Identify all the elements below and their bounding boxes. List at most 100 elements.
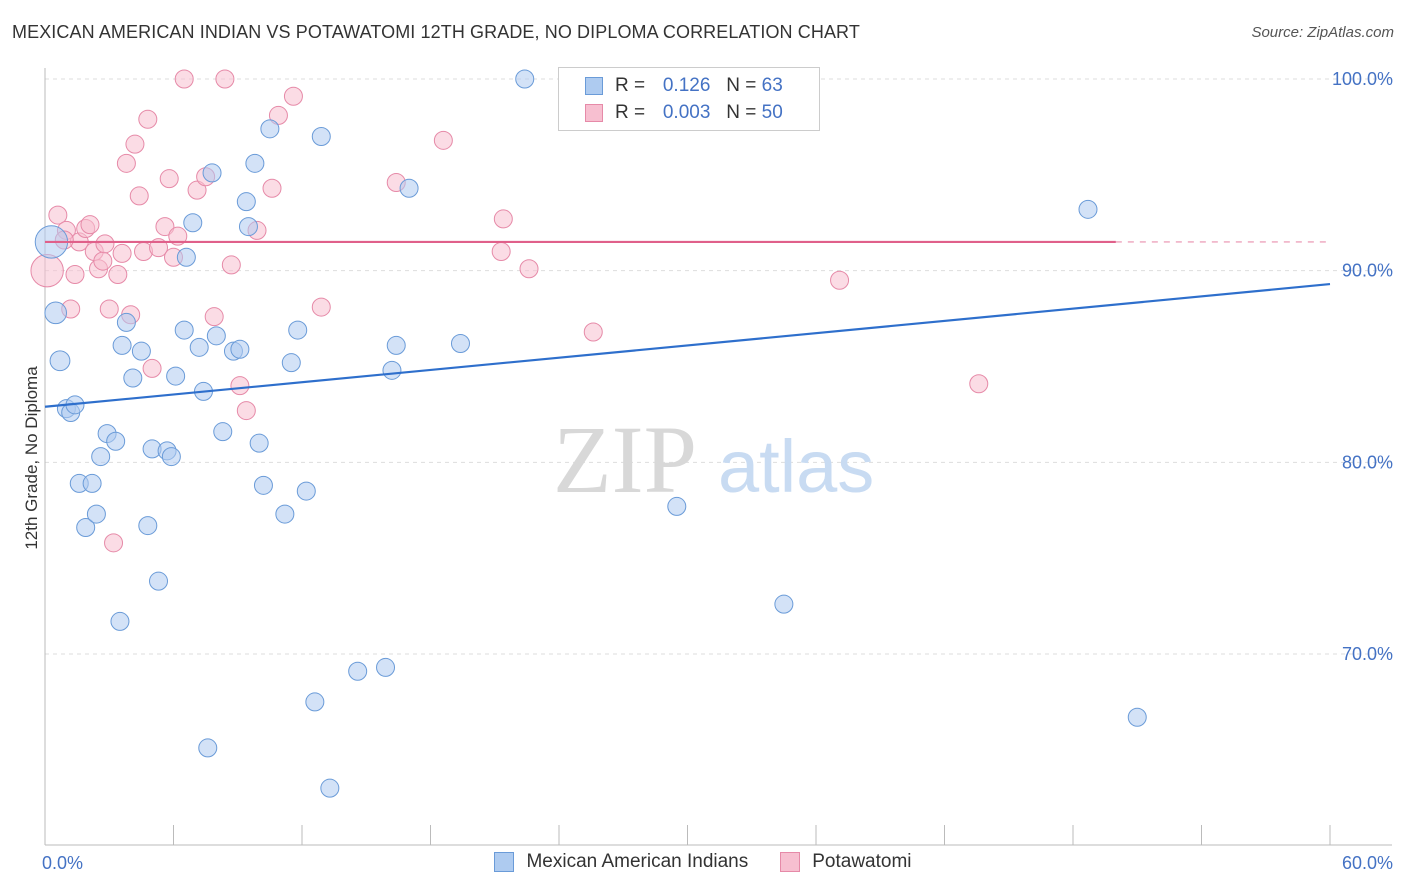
mexican-american-indians-point [249, 433, 269, 453]
mexican-american-indians-point [515, 69, 535, 89]
potawatomi-point [262, 178, 282, 198]
x-tick-label: 60.0% [1342, 853, 1393, 873]
potawatomi-point [108, 265, 128, 284]
tick-labels: 70.0% 80.0% 90.0% 100.0% 0.0% 60.0% [42, 69, 1393, 873]
legend-n-value: 50 [761, 102, 783, 123]
potawatomi-point [283, 86, 303, 106]
potawatomi-point [99, 299, 119, 319]
legend-n-value: 63 [761, 75, 783, 96]
mexican-american-indians-point [450, 334, 470, 353]
trend-lines [44, 240, 1331, 408]
legend-r-label: R = [615, 75, 646, 96]
mexican-american-indians-point [281, 353, 301, 373]
legend-n-label: N = [726, 102, 757, 123]
watermark-atlas: atlas [718, 425, 874, 508]
series-legend: Mexican American Indians Potawatomi [0, 851, 1406, 873]
potawatomi-point [159, 169, 179, 189]
trend-line-mexican-american-indians [44, 282, 1331, 408]
mexican-american-indians-point [230, 339, 250, 359]
potawatomi-point [969, 374, 989, 394]
mexican-american-indians-point [116, 312, 136, 332]
mexican-american-indians-point [236, 192, 256, 212]
grid-lines [45, 78, 1392, 655]
legend-label: Mexican American Indians [526, 851, 749, 872]
mexican-american-indians-point [123, 368, 143, 388]
mexican-american-indians-point [288, 320, 308, 340]
legend-row-pink: R = 0.003 N = 50 [559, 100, 783, 126]
potawatomi-point [155, 217, 175, 237]
watermark: ZIP atlas [553, 406, 874, 513]
potawatomi-point [30, 253, 64, 288]
mexican-american-indians-point [166, 366, 186, 386]
potawatomi-point [433, 130, 453, 150]
watermark-zip: ZIP [553, 406, 697, 513]
mexican-american-indians-point [305, 692, 325, 712]
legend-row-blue: R = 0.126 N = 63 [559, 73, 783, 99]
x-tick-label: 0.0% [42, 853, 83, 873]
y-tick-label: 100.0% [1332, 69, 1393, 89]
potawatomi-point [116, 153, 136, 173]
potawatomi-point [168, 226, 188, 246]
mexican-american-indians-point [311, 127, 331, 146]
potawatomi-point [174, 69, 194, 89]
mexican-american-indians-point [253, 475, 273, 495]
y-axis-label: 12th Grade, No Diploma [22, 366, 41, 550]
potawatomi-point [519, 259, 539, 279]
mexican-american-indians-point [44, 301, 68, 325]
legend-swatch-blue [494, 852, 515, 872]
legend-r-value: 0.003 [662, 102, 711, 123]
potawatomi-point [187, 180, 207, 200]
potawatomi-point [221, 255, 241, 275]
mexican-american-indians-point [198, 738, 218, 758]
mexican-american-indians-point [112, 335, 132, 355]
potawatomi-point [80, 215, 100, 235]
potawatomi-point [104, 533, 124, 553]
mexican-american-indians-point [213, 422, 233, 442]
mexican-american-indians-point [399, 178, 419, 198]
mexican-american-indians-point [774, 594, 794, 614]
axes [44, 68, 1392, 846]
stats-legend: R = 0.126 N = 63 R = 0.003 N = 50 [558, 67, 820, 131]
mexican-american-indians-point [174, 320, 194, 340]
y-tick-label: 90.0% [1342, 261, 1393, 281]
potawatomi-point [149, 238, 169, 258]
mexican-american-indians-point [110, 611, 130, 631]
legend-r-label: R = [615, 102, 646, 123]
mexican-american-indians-point [667, 496, 687, 516]
potawatomi-point [311, 297, 331, 317]
potawatomi-point [129, 186, 149, 206]
source-credit: Source: ZipAtlas.com [1251, 24, 1394, 41]
y-tick-label: 80.0% [1342, 452, 1393, 472]
potawatomi-point [493, 209, 513, 229]
legend-n-label: N = [726, 75, 757, 96]
potawatomi-point [95, 234, 115, 254]
legend-swatch-pink [585, 104, 603, 122]
potawatomi-point [583, 322, 603, 342]
potawatomi-point [93, 251, 113, 271]
legend-swatch-pink [780, 852, 801, 872]
y-tick-label: 70.0% [1342, 644, 1393, 664]
mexican-american-indians-point [86, 504, 106, 524]
mexican-american-indians-point [131, 341, 151, 361]
legend-r-value: 0.126 [662, 75, 711, 96]
potawatomi-point [830, 270, 850, 290]
mexican-american-indians-point [260, 119, 280, 139]
mexican-american-indians-point [106, 431, 126, 451]
legend-label: Potawatomi [812, 851, 912, 872]
potawatomi-point [215, 69, 235, 89]
potawatomi-point [268, 105, 288, 125]
chart-title: MEXICAN AMERICAN INDIAN VS POTAWATOMI 12… [12, 22, 860, 42]
mexican-american-indians-point [275, 504, 295, 524]
mexican-american-indians-point [76, 518, 96, 537]
potawatomi-point [236, 401, 256, 421]
mexican-american-indians-point [376, 657, 396, 677]
potawatomi-point [125, 134, 145, 154]
legend-swatch-blue [585, 77, 603, 95]
mexican-american-indians-point [206, 326, 226, 346]
potawatomi-point [112, 243, 132, 263]
mexican-american-indians-point [149, 571, 169, 591]
mexican-american-indians-point [161, 447, 181, 467]
mexican-american-indians-point [238, 217, 258, 237]
mexican-american-indians-point [1127, 707, 1147, 727]
